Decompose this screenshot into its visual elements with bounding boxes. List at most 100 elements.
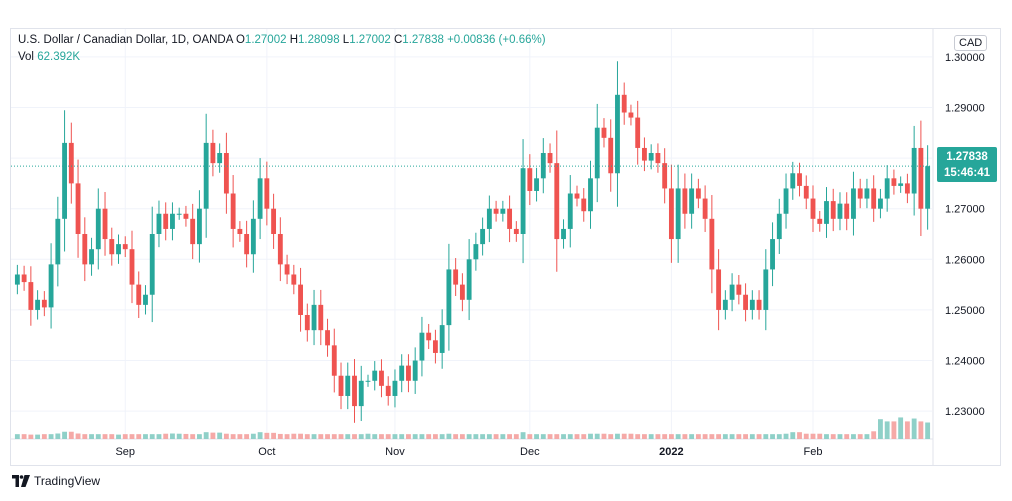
candle-body — [55, 218, 61, 265]
candle-body — [136, 284, 142, 305]
candle-body — [722, 299, 728, 310]
candle-body — [844, 203, 850, 219]
volume-bar — [284, 434, 290, 439]
candle-body — [763, 269, 769, 310]
volume-bar — [648, 434, 654, 439]
volume-bar — [797, 432, 802, 439]
volume-bar — [473, 434, 479, 439]
legend-volume: Vol 62.392K — [18, 51, 80, 63]
candle-body — [554, 163, 560, 240]
volume-bar — [14, 434, 20, 439]
candle-body — [68, 142, 74, 184]
volume-bar — [21, 434, 27, 439]
candle-body — [406, 365, 411, 381]
candle-body — [770, 239, 775, 270]
x-tick-label: Oct — [258, 446, 275, 458]
candle-body — [210, 142, 216, 164]
volume-bar — [345, 434, 351, 439]
candle-body — [379, 370, 384, 386]
volume-bar — [271, 432, 277, 439]
volume-bar — [277, 433, 283, 439]
volume-bar — [183, 433, 189, 439]
volume-bar — [756, 434, 762, 439]
candle-body — [143, 294, 148, 305]
volume-bar — [743, 434, 749, 439]
volume-bar — [682, 434, 688, 439]
x-tick-label: Nov — [385, 446, 405, 458]
candle-body — [810, 198, 816, 219]
volume-bar — [736, 434, 742, 439]
volume-bar — [446, 433, 452, 439]
y-tick-label: 1.26000 — [945, 254, 985, 266]
volume-bar — [776, 434, 782, 439]
candle-body — [230, 193, 236, 229]
volume-bar — [143, 434, 148, 439]
volume-bar — [803, 433, 809, 439]
volume-bar — [298, 433, 303, 439]
volume-bar — [601, 433, 607, 439]
legend-o-label: O — [235, 34, 245, 46]
candlestick-chart[interactable]: 1.23000 1.24000 1.25000 1.26000 1.27000 1.280… — [11, 29, 1000, 465]
candle-body — [925, 166, 931, 209]
volume-bar — [615, 433, 620, 439]
volume-bar — [230, 434, 236, 439]
volume-bar — [810, 433, 816, 439]
y-tick-label: 1.23000 — [945, 406, 985, 418]
volume-bar — [412, 434, 418, 439]
candle-body — [581, 198, 587, 212]
candle-body — [318, 304, 324, 331]
candle-body — [345, 375, 351, 396]
volume-bar — [379, 434, 384, 439]
candle-body — [695, 188, 701, 199]
candle-body — [561, 228, 566, 240]
candle-body — [540, 153, 546, 179]
candle-body — [48, 264, 54, 308]
volume-bar — [149, 434, 155, 439]
volume-bar — [365, 433, 371, 439]
volume-bar — [830, 434, 836, 439]
volume-bar — [352, 434, 357, 439]
candle-body — [271, 208, 277, 234]
volume-bar — [635, 434, 641, 439]
volume-bar — [196, 434, 202, 439]
legend-h-label: H — [289, 34, 299, 46]
volume-bar — [891, 421, 897, 439]
footer-branding[interactable]: TradingView — [12, 474, 100, 488]
candle-body — [918, 147, 924, 209]
volume-bar — [561, 434, 566, 439]
candle-body — [392, 380, 398, 396]
candle-body — [716, 269, 722, 310]
tradingview-logo-icon — [12, 475, 30, 487]
volume-bar — [918, 421, 924, 439]
candle-body — [170, 213, 175, 229]
volume-bar — [925, 422, 931, 439]
volume-bar — [257, 432, 263, 439]
volume-bar — [466, 434, 472, 439]
volume-bar — [62, 431, 67, 439]
volume-bar — [513, 434, 519, 439]
candle-body — [783, 188, 789, 214]
candle-body — [109, 239, 115, 255]
volume-bar — [857, 434, 863, 439]
currency-badge[interactable]: CAD — [954, 35, 988, 51]
legend-c-value: 1.27838 — [402, 34, 444, 46]
candle-body — [244, 234, 250, 255]
volume-bar — [824, 434, 829, 439]
candle-body — [75, 183, 81, 234]
last-price-value: 1.27838 — [946, 151, 988, 163]
volume-bar — [55, 433, 61, 439]
volume-bar — [291, 433, 297, 439]
candle-body — [567, 193, 573, 229]
candle-body — [372, 370, 378, 381]
candle-body — [473, 244, 479, 260]
candle-body — [196, 208, 202, 245]
candle-body — [513, 228, 519, 234]
candle-body — [480, 228, 486, 245]
volume-bar — [763, 434, 769, 439]
candle-body — [911, 147, 917, 194]
volume-bar — [82, 434, 88, 439]
volume-bar — [170, 433, 175, 439]
volume-bar — [864, 434, 870, 439]
chart-frame: 1.23000 1.24000 1.25000 1.26000 1.27000 1.280… — [10, 28, 1001, 466]
candle-body — [601, 127, 607, 138]
